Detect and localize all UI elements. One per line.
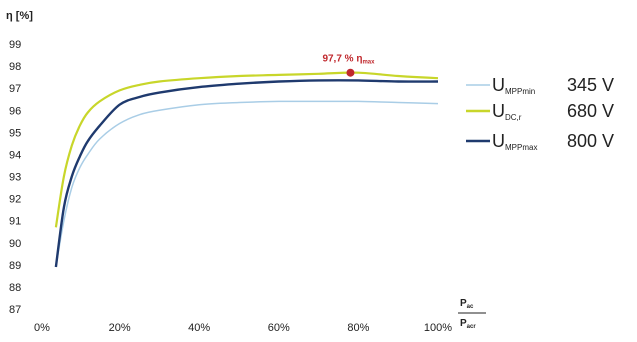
x-tick-label: 0% <box>34 322 50 334</box>
series-lines <box>54 71 439 268</box>
x-label-denominator: Pacr <box>460 318 476 330</box>
max-efficiency-subscript: max <box>362 60 375 66</box>
y-tick-label: 93 <box>9 172 21 184</box>
legend-voltage: 680 V <box>567 101 614 121</box>
y-tick-label: 90 <box>9 238 21 250</box>
legend-label: UMPPmax <box>492 131 537 152</box>
y-tick-label: 87 <box>9 304 21 316</box>
y-tick-label: 95 <box>9 127 21 139</box>
y-tick-label: 98 <box>9 61 21 73</box>
y-tick-label: 96 <box>9 105 21 117</box>
y-tick-label: 88 <box>9 282 21 294</box>
y-tick-label: 91 <box>9 216 21 228</box>
max-efficiency-label: 97,7 % ηmax <box>322 54 375 66</box>
y-tick-label: 94 <box>9 149 21 161</box>
y-tick-label: 92 <box>9 194 21 206</box>
series-line-dcr <box>54 71 439 228</box>
legend-voltage: 800 V <box>567 131 614 151</box>
y-axis-label: η [%] <box>6 10 33 22</box>
legend-label: UMPPmin <box>492 75 535 96</box>
y-tick-label: 89 <box>9 260 21 272</box>
max-efficiency-value: 97,7 % η <box>322 54 362 65</box>
x-tick-label: 60% <box>268 322 290 334</box>
x-tick-label: 100% <box>424 322 452 334</box>
x-label-numerator: Pac <box>460 298 474 310</box>
y-tick-label: 97 <box>9 83 21 95</box>
series-line-mppmax <box>54 79 439 268</box>
x-axis-label: Pac Pacr <box>458 298 486 330</box>
y-axis-ticks: 87 88 89 90 91 92 93 94 95 96 97 98 99 <box>9 39 21 316</box>
legend-label: UDC,r <box>492 101 522 122</box>
y-tick-label: 99 <box>9 39 21 51</box>
series-line-mppmin <box>55 100 439 268</box>
x-axis-ticks: 0% 20% 40% 60% 80% 100% <box>34 322 452 334</box>
x-tick-label: 80% <box>347 322 369 334</box>
legend-voltage: 345 V <box>567 75 614 95</box>
x-tick-label: 40% <box>188 322 210 334</box>
x-tick-label: 20% <box>109 322 131 334</box>
legend: UMPPmin 345 V UDC,r 680 V UMPPmax 800 V <box>466 75 614 152</box>
max-efficiency-marker <box>346 68 355 77</box>
